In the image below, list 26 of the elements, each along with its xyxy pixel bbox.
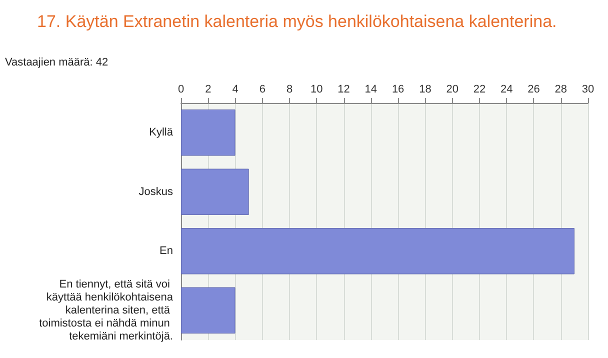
bar (181, 228, 574, 274)
text: Vastaajien määrä: 42 (5, 56, 108, 68)
bar (181, 110, 236, 156)
x-tick-label: 22 (473, 84, 486, 96)
y-tick-label: Kyllä (149, 126, 174, 139)
bar (181, 168, 249, 215)
x-tick-label: 10 (310, 84, 323, 96)
x-tick-label: 16 (392, 84, 404, 96)
x-tick-label: 24 (500, 84, 513, 96)
x-tick-label: 12 (338, 84, 350, 96)
y-tick-label: En tiennyt, että sitä voi käyttää henkilökohtaisena kalenterina siten, että toimistosta ei nähdä minun tekemiäni merkintöjä. (39, 278, 174, 342)
x-tick-label: 4 (232, 84, 238, 96)
x-tick-label: 2 (205, 84, 212, 96)
chart-title: 17. Käytän Extranetin kalenteria myös henkilökohtaisena kalenterina. (37, 12, 557, 31)
x-tick-label: 6 (259, 84, 266, 96)
x-tick-label: 28 (554, 84, 567, 96)
y-tick-label: Joskus (138, 186, 174, 198)
x-tick-label: 30 (582, 84, 594, 96)
x-tick-label: 26 (528, 84, 540, 96)
x-tick-label: 8 (286, 84, 293, 96)
x-tick-label: 20 (446, 84, 458, 96)
y-tick-label: En (160, 245, 173, 258)
x-tick-label: 0 (178, 84, 184, 96)
bar (181, 287, 236, 334)
x-tick-label: 14 (364, 84, 378, 96)
x-tick-label: 18 (419, 84, 432, 96)
